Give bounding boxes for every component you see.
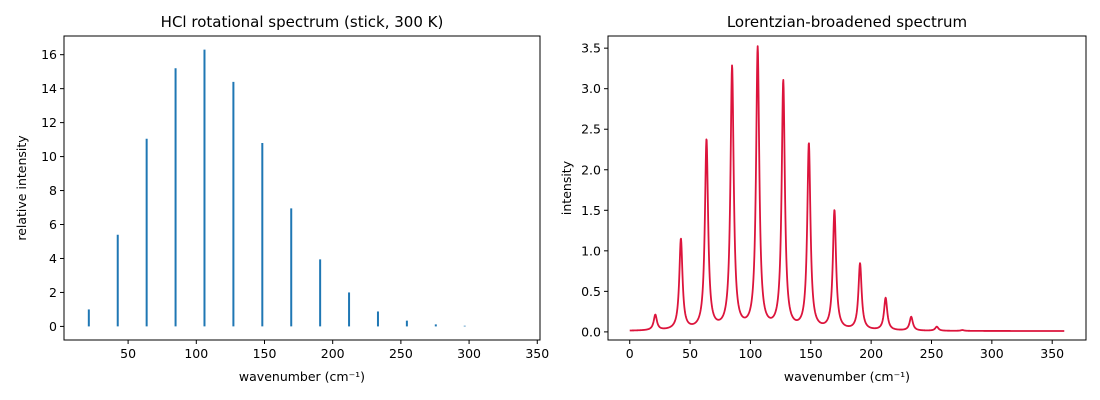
left-x-ticks: 50 100 150 200 250 300 350 [120,340,549,361]
right-y-ticks: 0.0 0.5 1.0 1.5 2.0 2.5 3.0 3.5 [581,41,608,339]
x-tick-label: 100 [739,346,763,361]
right-x-ticks: 0 50 100 150 200 250 300 350 [626,340,1064,361]
right-y-axis-label: intensity [559,160,574,215]
right-x-axis-label: wavenumber (cm⁻¹) [784,369,910,384]
x-tick-label: 200 [859,346,883,361]
x-tick-label: 150 [253,346,277,361]
y-tick-label: 4 [49,251,57,266]
x-tick-label: 100 [184,346,208,361]
y-tick-label: 1.5 [581,203,601,218]
left-x-axis-label: wavenumber (cm⁻¹) [239,369,365,384]
y-tick-label: 3.0 [581,81,601,96]
right-plot-frame [607,35,1087,341]
x-tick-label: 0 [626,346,634,361]
y-tick-label: 16 [41,47,57,62]
y-tick-label: 12 [41,115,57,130]
y-tick-label: 10 [41,149,57,164]
x-tick-label: 250 [389,346,413,361]
y-tick-label: 2 [49,285,57,300]
x-tick-label: 250 [920,346,944,361]
y-tick-label: 8 [49,183,57,198]
stick-marks [87,49,466,327]
x-tick-label: 50 [682,346,698,361]
broadened-spectrum-chart: 0 50 100 150 200 250 300 350 0.0 0.5 1.0 1.5 2.0 2.5… [559,13,1087,384]
left-y-ticks: 0 2 4 6 8 10 12 14 16 [41,47,64,334]
y-tick-label: 2.5 [581,122,601,137]
y-tick-label: 0 [49,319,57,334]
left-y-axis-label: relative intensity [14,135,29,241]
x-tick-label: 150 [799,346,823,361]
x-tick-label: 50 [120,346,136,361]
stick-spectrum-chart: 50 100 150 200 250 300 350 0 2 4 6 8 10 12 14 16 HCl r… [14,13,549,384]
x-tick-label: 300 [457,346,481,361]
x-tick-label: 350 [525,346,549,361]
y-tick-label: 3.5 [581,41,601,56]
y-tick-label: 1.0 [581,243,601,258]
left-plot-frame [63,35,541,341]
x-tick-label: 200 [321,346,345,361]
x-tick-label: 350 [1040,346,1064,361]
y-tick-label: 2.0 [581,162,601,177]
y-tick-label: 0.0 [581,324,601,339]
y-tick-label: 6 [49,217,57,232]
broadened-line-marks [629,45,1065,332]
left-chart-title: HCl rotational spectrum (stick, 300 K) [161,13,444,31]
right-chart-title: Lorentzian-broadened spectrum [727,13,967,31]
y-tick-label: 14 [41,81,57,96]
broadened-spectrum-line [629,45,1065,332]
y-tick-label: 0.5 [581,284,601,299]
x-tick-label: 300 [980,346,1004,361]
